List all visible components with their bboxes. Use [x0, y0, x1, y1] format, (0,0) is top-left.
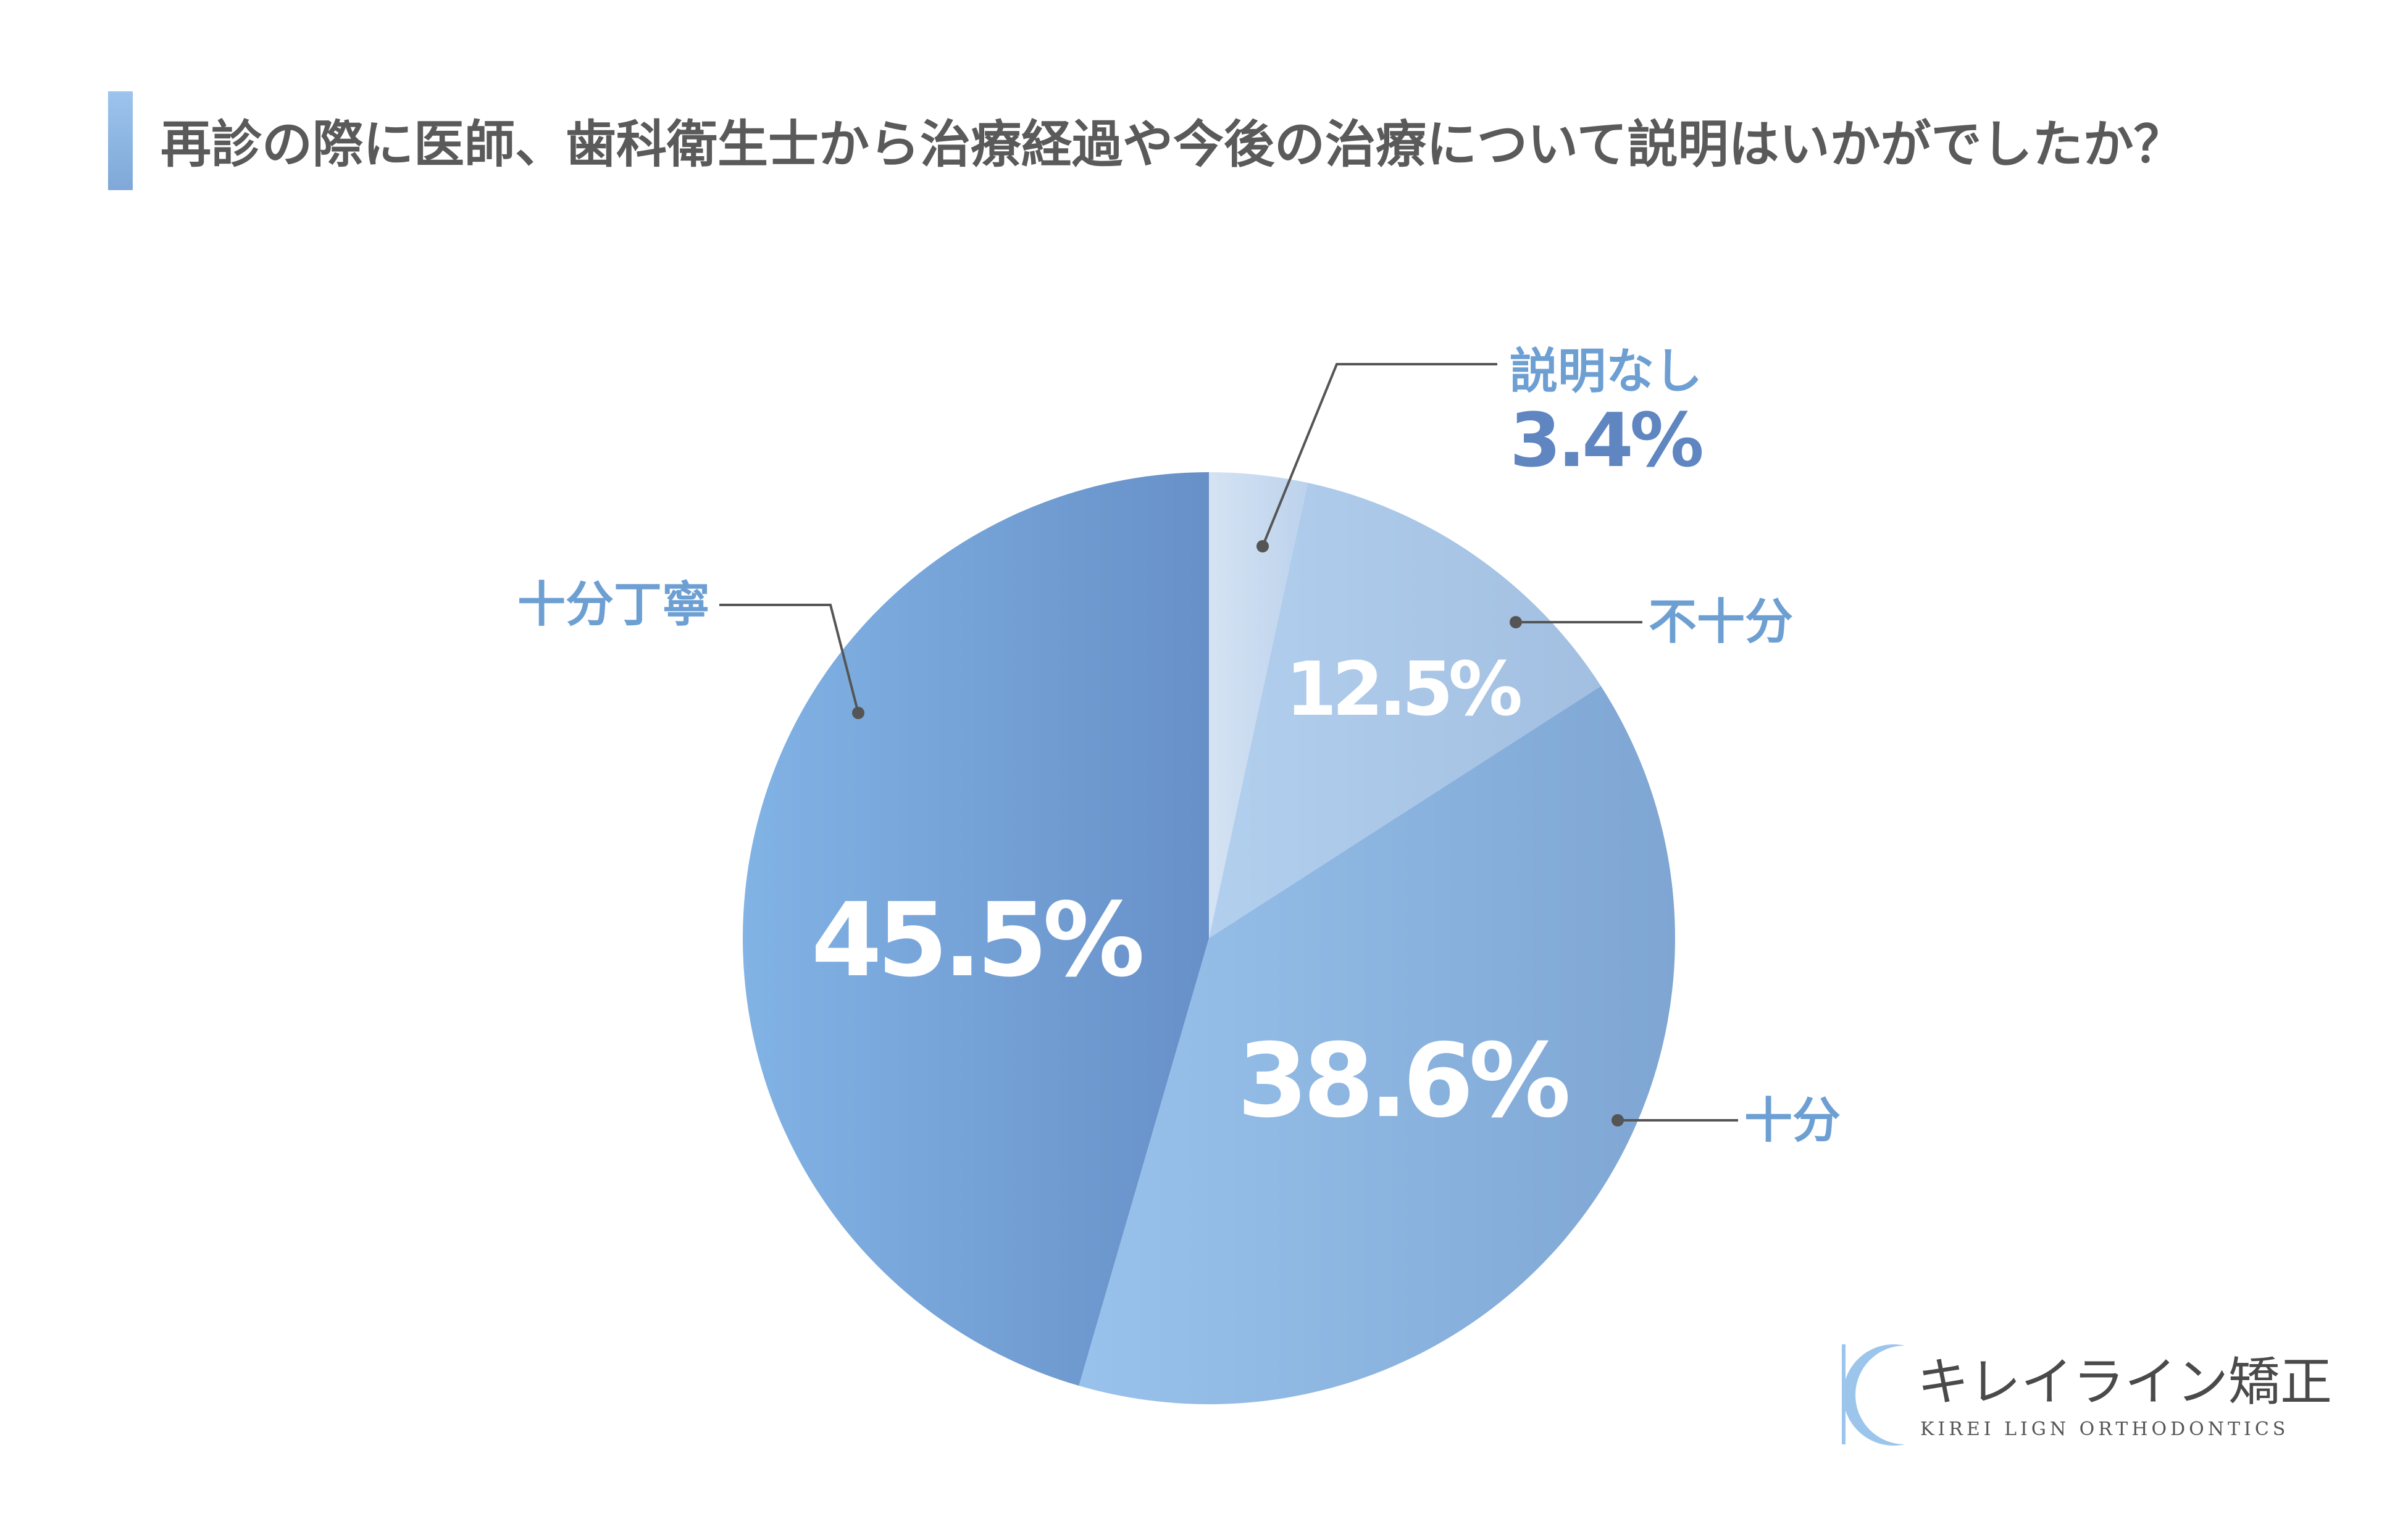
slice-label-insufficient: 不十分 — [1649, 594, 1793, 650]
leader-line-very-thorough — [719, 604, 859, 714]
pct-label-none: 3.4% — [1510, 398, 1702, 484]
slice-label-very-thorough: 十分丁寧 — [517, 577, 710, 633]
pie-slice-insufficient — [1209, 483, 1601, 938]
leader-line-none — [1261, 363, 1497, 547]
leader-dot-very-thorough — [852, 707, 864, 719]
leader-lines — [719, 363, 1738, 1122]
pie-slice-very-thorough — [743, 472, 1209, 1386]
brand-logo: キレイライン矯正 KIREI LIGN ORTHODONTICS — [1842, 1344, 2332, 1446]
pct-label-insufficient: 12.5% — [1286, 647, 1521, 733]
brand-subtitle: KIREI LIGN ORTHODONTICS — [1920, 1418, 2289, 1440]
leader-dots — [852, 540, 1624, 1126]
leader-dot-none — [1256, 540, 1269, 552]
pie-slice-none — [1209, 472, 1308, 938]
slice-label-sufficient: 十分 — [1744, 1093, 1841, 1149]
slice-label-none: 説明なし — [1510, 344, 1702, 399]
pct-label-sufficient: 38.6% — [1237, 1022, 1568, 1140]
leader-dot-sufficient — [1612, 1114, 1624, 1126]
chart-title: 再診の際に医師、歯科衛生士から治療経過や今後の治療について説明はいかがでしたか？ — [161, 115, 2184, 174]
title-accent-bar — [108, 91, 133, 190]
brand-logo-crescent — [1842, 1344, 1905, 1446]
pie-slice-sufficient — [1079, 686, 1675, 1404]
brand-name: キレイライン矯正 — [1917, 1352, 2332, 1412]
leader-dot-insufficient — [1510, 616, 1522, 628]
pct-label-very-thorough: 45.5% — [811, 881, 1142, 999]
pie — [743, 472, 1675, 1404]
